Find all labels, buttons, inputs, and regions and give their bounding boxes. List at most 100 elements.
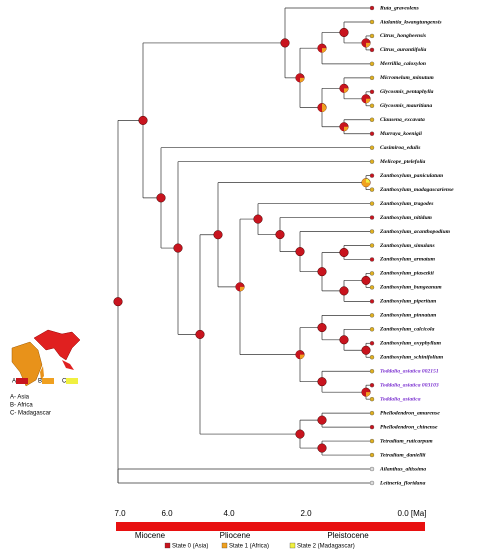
legend-label: State 1 (Africa) (229, 544, 269, 550)
taxon-label: Merrillia_caloxylon (379, 61, 426, 67)
node-state (138, 115, 148, 125)
taxon-label: Toddalia_asiatica (380, 396, 421, 402)
tip-state (369, 424, 375, 430)
map-region-label: B- Africa (10, 403, 33, 409)
taxon-label: Zanthoxylum_pinnatum (379, 313, 437, 319)
epoch-label: Pleistocene (327, 531, 369, 540)
tip-state (369, 257, 375, 262)
node-state (295, 73, 300, 83)
tip-state (369, 299, 375, 304)
node-state (295, 429, 305, 439)
taxon-label: Zanthoxylum_tragodes (379, 201, 433, 207)
node-state (253, 214, 263, 224)
tip-state (369, 313, 375, 318)
tip-state (369, 131, 375, 136)
taxon-label: Zanthoxylum_piasezkii (379, 271, 434, 277)
node-state (295, 350, 300, 359)
node-state (156, 193, 166, 203)
taxon-label: Micromelum_minutum (379, 75, 434, 81)
map-region-label: C- Madagascar (10, 411, 51, 417)
taxon-label: Zanthoxylum_calcicola (379, 327, 435, 333)
taxon-label: Atalantia_kwangtungensis (379, 19, 442, 25)
taxon-label: Glycosmis_pentaphylla (380, 89, 434, 95)
node-state (173, 243, 183, 253)
node-state (361, 94, 366, 104)
epoch-label: Pliocene (220, 531, 251, 540)
node-state (317, 415, 327, 425)
node-state (361, 345, 371, 355)
tip-state (369, 271, 375, 276)
node-state (317, 103, 322, 112)
taxon-label: Phellodendron_amurense (380, 410, 440, 416)
tip-state (369, 201, 375, 206)
time-bar (116, 522, 425, 531)
taxon-label: Leitneria_floridana (379, 480, 426, 486)
node-state (300, 77, 305, 83)
taxon-label: Citrus_aurantiifolia (380, 47, 427, 53)
taxon-label: Casimiroa_edulis (380, 145, 420, 151)
time-tick-label: 7.0 (114, 509, 126, 518)
tip-state (369, 117, 375, 122)
taxon-label: Zanthoxylum_nitidum (379, 215, 433, 221)
tip-state (369, 47, 375, 53)
tip-state (369, 327, 375, 332)
taxon-label: Phellodendron_chinense (380, 424, 438, 430)
map (11, 329, 81, 387)
taxon-label: Zanthoxylum_armatum (379, 257, 436, 263)
node-state (295, 247, 305, 257)
node-state (339, 84, 344, 93)
taxon-label: Clausena_excavata (380, 117, 425, 123)
node-state (361, 275, 371, 285)
taxon-label: Melicope_ptelefolia (379, 159, 426, 165)
taxon-label: Glycosmis_mauritiana (380, 103, 432, 109)
map-key-swatch (66, 378, 78, 384)
map-region-label: A- Asia (10, 395, 30, 401)
tip-state (369, 103, 375, 108)
node-state (366, 98, 371, 104)
tip-state (369, 438, 375, 444)
legend-label: State 0 (Asia) (172, 544, 208, 550)
tip-state (369, 466, 375, 472)
taxon-label: Murraya_koenigii (379, 131, 422, 137)
taxon-label: Zanthoxylum_oxyphyllum (379, 341, 442, 347)
tip-state (369, 173, 375, 178)
node-state (113, 297, 123, 307)
taxon-label: Tetradium_ruticarpum (380, 438, 433, 444)
taxon-label: Zanthoxylum_simulans (379, 243, 435, 249)
tip-state (369, 452, 375, 458)
taxon-label: Toddalia_asiatica 002151 (380, 369, 439, 375)
node-state (275, 230, 285, 240)
node-state (339, 335, 349, 345)
node-state (235, 282, 240, 292)
tip-state (369, 369, 375, 374)
time-tick-label: 4.0 (223, 509, 235, 518)
tip-state (369, 61, 375, 67)
tip-state (369, 341, 375, 346)
taxon-label: Tetradium_daniellii (380, 452, 426, 458)
map-key: C (62, 379, 67, 385)
node-state (344, 88, 349, 93)
node-state (322, 107, 327, 112)
tip-state (369, 243, 375, 248)
node-state (317, 267, 327, 277)
tip-state (369, 75, 375, 81)
map-key: B (38, 379, 42, 385)
tip-state (369, 159, 375, 164)
node-state (317, 443, 327, 453)
taxon-label: Zanthoxylum_acanthopodium (379, 229, 451, 235)
map-key: A (12, 379, 16, 385)
taxon-label: Ruta_graveolens (379, 5, 419, 11)
node-state (240, 286, 245, 292)
node-state (366, 392, 371, 397)
tip-state (369, 19, 375, 25)
node-state (339, 27, 349, 37)
time-tick-label: 2.0 (300, 509, 312, 518)
tip-state (369, 229, 375, 234)
map-key-swatch (16, 378, 28, 384)
tip-state (369, 382, 375, 388)
tip-state (369, 145, 375, 150)
legend-swatch (164, 542, 171, 549)
tip-state (369, 410, 375, 416)
taxon-label: Zanthoxylum_schinifolium (379, 355, 444, 361)
